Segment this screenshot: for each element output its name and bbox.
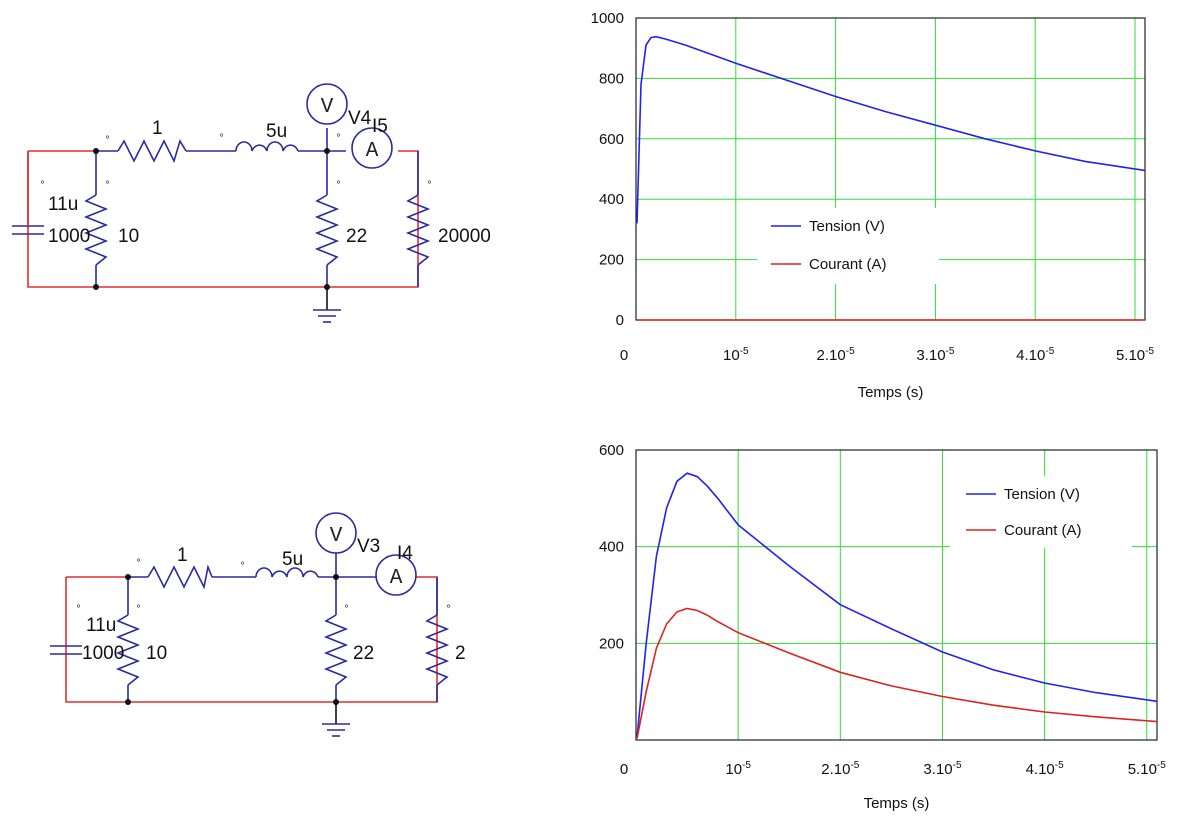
svg-text:°: ° — [344, 604, 349, 615]
y-tick-label: 1000 — [591, 10, 624, 27]
parallel-resistor-label: 10 — [146, 643, 167, 664]
voltmeter-name-label: V3 — [357, 536, 380, 557]
legend-box — [757, 208, 939, 284]
circuit-diagram-1: V A °°° °°° ° 1 5u 11u 1000 10 22 20000 … — [12, 83, 491, 323]
x-tick-label: 4.10-5 — [1026, 760, 1065, 778]
svg-text:°: ° — [219, 133, 224, 144]
load-resistor-symbol — [424, 614, 450, 686]
x-tick-label: 5.10-5 — [1128, 760, 1167, 778]
capacitor-symbol — [12, 151, 44, 235]
voltmeter-name-label: V4 — [348, 108, 372, 129]
svg-text:°: ° — [105, 180, 110, 191]
junction-dots — [93, 148, 330, 290]
pin-markers: ° ° ° ° ° ° — [76, 558, 451, 615]
ground-rail-wire — [128, 576, 438, 703]
ammeter-name-label: I5 — [372, 116, 388, 137]
ground-symbol — [313, 287, 341, 323]
parallel-resistor-symbol — [115, 614, 141, 686]
capacitor-label: 11u — [86, 615, 116, 636]
x-tick-label: 0 — [620, 761, 628, 778]
voltage-current-chart-1: 0 200 400 600 800 1000 0 10-5 2.10-5 3.10-5 4.10-5… — [591, 10, 1155, 401]
y-tick-label: 400 — [599, 539, 624, 556]
y-tick-label: 200 — [599, 252, 624, 269]
series-resistor-symbol — [147, 564, 213, 590]
legend-label: Courant (A) — [809, 256, 887, 273]
inductor-symbol — [235, 141, 299, 152]
svg-text:°: ° — [76, 604, 81, 615]
x-tick-label: 2.10-5 — [817, 346, 856, 364]
series-line — [636, 35, 1146, 224]
y-tick-label: 800 — [599, 70, 624, 87]
mid-resistor-symbol — [314, 194, 340, 266]
svg-text:°: ° — [427, 180, 432, 191]
y-tick-label: 600 — [599, 131, 624, 148]
legend-label: Tension (V) — [809, 218, 885, 235]
x-tick-label: 4.10-5 — [1016, 346, 1055, 364]
ammeter-symbol — [375, 554, 417, 596]
ammeter-name-label: I4 — [397, 543, 413, 564]
capacitor-label: 11u — [48, 194, 78, 215]
series-resistor-label: 1 — [177, 545, 188, 566]
y-tick-label: 0 — [616, 312, 624, 329]
x-tick-label: 0 — [620, 347, 628, 364]
svg-text:°: ° — [336, 133, 341, 144]
series-resistor-label: 1 — [152, 118, 163, 139]
capacitor-voltage-label: 1000 — [48, 226, 90, 247]
x-axis-label: Temps (s) — [864, 795, 930, 812]
ground-symbol — [322, 702, 350, 737]
mid-resistor-symbol — [323, 614, 349, 686]
svg-text:°: ° — [336, 180, 341, 191]
capacitor-voltage-label: 1000 — [82, 643, 124, 664]
load-resistor-label: 20000 — [438, 226, 491, 247]
x-tick-label: 10-5 — [725, 760, 751, 778]
svg-text:°: ° — [240, 561, 245, 572]
voltmeter-letter: V — [321, 96, 334, 119]
voltage-current-chart-2: 200 400 600 0 10-5 2.10-5 3.10-5 4.10-5 5.10-5 Te… — [599, 442, 1166, 812]
load-resistor-label: 2 — [455, 643, 466, 664]
y-tick-label: 400 — [599, 191, 624, 208]
x-tick-label: 2.10-5 — [821, 760, 860, 778]
legend-box — [950, 476, 1132, 548]
ammeter-symbol — [351, 127, 393, 169]
voltmeter-symbol — [315, 512, 357, 554]
legend-label: Courant (A) — [1004, 522, 1082, 539]
ground-rail-wire — [96, 150, 419, 288]
junction-dots — [125, 574, 339, 705]
x-tick-label: 5.10-5 — [1116, 346, 1155, 364]
svg-text:°: ° — [105, 135, 110, 146]
x-axis-label: Temps (s) — [858, 384, 924, 401]
capacitor-symbol — [50, 645, 82, 655]
capacitor-loop-wire — [65, 576, 128, 703]
x-tick-label: 3.10-5 — [916, 346, 955, 364]
svg-text:°: ° — [446, 604, 451, 615]
mid-resistor-label: 22 — [353, 643, 374, 664]
ammeter-letter: A — [366, 140, 379, 163]
svg-text:°: ° — [136, 558, 141, 569]
mid-resistor-label: 22 — [346, 226, 367, 247]
svg-text:°: ° — [136, 604, 141, 615]
series-line — [636, 607, 1158, 739]
inductor-label: 5u — [266, 121, 287, 142]
circuit-diagram-2: V A ° ° ° ° ° ° 1 5u 11u 1000 10 22 2 V3 I4 — [50, 512, 466, 737]
series-resistor-symbol — [117, 139, 187, 164]
capacitor-loop-wire — [27, 150, 96, 288]
load-resistor-symbol — [405, 194, 431, 266]
ammeter-letter: A — [390, 567, 403, 590]
x-tick-label: 3.10-5 — [923, 760, 962, 778]
voltmeter-letter: V — [330, 525, 343, 548]
y-tick-label: 200 — [599, 635, 624, 652]
voltmeter-symbol — [306, 83, 348, 125]
svg-text:°: ° — [40, 180, 45, 191]
parallel-resistor-label: 10 — [118, 226, 139, 247]
series-line — [636, 472, 1158, 738]
y-tick-label: 600 — [599, 442, 624, 459]
parallel-resistor-symbol — [83, 194, 109, 266]
x-tick-label: 10-5 — [723, 346, 749, 364]
pin-markers: ° ° ° ° ° ° ° — [40, 133, 432, 191]
inductor-label: 5u — [282, 549, 303, 570]
legend-label: Tension (V) — [1004, 486, 1080, 503]
inductor-symbol — [255, 567, 319, 578]
plot-area-frame — [635, 449, 1158, 741]
